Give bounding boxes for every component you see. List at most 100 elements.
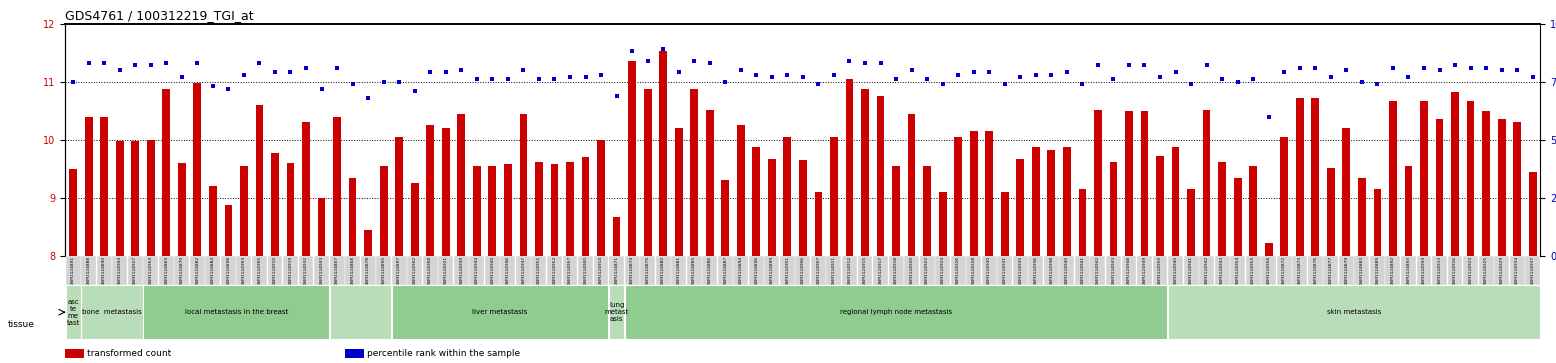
Text: GSM1124908: GSM1124908 (428, 256, 433, 285)
Point (1380, 65, 1405, 71)
Text: GSM1124948: GSM1124948 (1127, 256, 1131, 285)
Bar (954, 137, 962, 256)
Point (1133, 62, 1158, 68)
Text: GSM1124925: GSM1124925 (1484, 256, 1488, 285)
Text: GSM1124926: GSM1124926 (957, 256, 960, 285)
Point (1162, 69, 1187, 75)
Point (1442, 62, 1467, 68)
Text: GSM1124881: GSM1124881 (677, 256, 680, 285)
Bar (423, 256, 437, 285)
Text: GSM1124919: GSM1124919 (288, 256, 293, 285)
Point (1071, 81, 1095, 87)
Point (263, 69, 288, 75)
Bar (733, 256, 748, 285)
Bar (411, 183, 419, 256)
Text: GSM1124907: GSM1124907 (817, 256, 820, 285)
Bar (985, 131, 993, 256)
Point (541, 77, 566, 82)
Bar (1234, 178, 1242, 256)
Point (962, 69, 987, 75)
Bar (1029, 256, 1043, 285)
Text: GSM1124879: GSM1124879 (1344, 256, 1349, 285)
Bar (1078, 189, 1086, 256)
Text: GSM1124921: GSM1124921 (443, 256, 448, 285)
Bar (706, 110, 714, 256)
Bar (100, 117, 107, 256)
Text: GSM1124952: GSM1124952 (552, 256, 557, 285)
Bar (892, 166, 899, 256)
Text: GSM1124930: GSM1124930 (987, 256, 991, 285)
Bar (1125, 111, 1133, 256)
Point (419, 69, 443, 75)
Point (433, 69, 457, 75)
Bar (982, 256, 997, 285)
Point (526, 77, 551, 82)
Bar (1312, 98, 1319, 256)
Bar (1122, 256, 1136, 285)
Point (1520, 74, 1545, 80)
Point (294, 65, 319, 71)
Bar (579, 256, 593, 285)
Bar (345, 256, 359, 285)
Text: GSM1124880: GSM1124880 (661, 256, 664, 285)
Bar (1358, 178, 1366, 256)
Bar (1137, 256, 1151, 285)
Text: GSM1124942: GSM1124942 (1095, 256, 1100, 285)
Text: GSM1124884: GSM1124884 (212, 256, 215, 285)
Text: GDS4761 / 100312219_TGI_at: GDS4761 / 100312219_TGI_at (65, 9, 254, 23)
Bar (1203, 110, 1211, 256)
Bar (800, 160, 806, 256)
Point (588, 72, 613, 78)
Bar (1016, 159, 1024, 256)
Bar (784, 137, 792, 256)
Text: GSM1124885: GSM1124885 (692, 256, 696, 285)
Bar (442, 128, 450, 256)
Bar (857, 256, 873, 285)
Text: GSM1124903: GSM1124903 (241, 256, 246, 285)
Bar (593, 256, 608, 285)
Point (977, 69, 1002, 75)
Text: GSM1124871: GSM1124871 (615, 256, 619, 285)
Point (170, 74, 194, 80)
Bar (330, 285, 391, 339)
Text: GSM1124927: GSM1124927 (134, 256, 137, 285)
Text: GSM1124944: GSM1124944 (475, 256, 479, 285)
Bar (426, 125, 434, 256)
Bar (966, 256, 982, 285)
Text: GSM1124945: GSM1124945 (490, 256, 495, 285)
Bar (146, 140, 154, 256)
Bar (1091, 256, 1105, 285)
Bar (1530, 172, 1537, 256)
Text: GSM1124938: GSM1124938 (1049, 256, 1053, 285)
Bar (1416, 256, 1432, 285)
Bar (888, 256, 904, 285)
Bar (923, 166, 930, 256)
Point (403, 88, 428, 94)
Bar (1094, 110, 1102, 256)
Point (650, 46, 675, 52)
Bar (951, 256, 966, 285)
Point (915, 77, 940, 82)
Bar (1184, 256, 1198, 285)
Point (775, 72, 800, 78)
Bar (563, 256, 577, 285)
Bar (205, 256, 221, 285)
Bar (624, 256, 640, 285)
Bar (1044, 256, 1058, 285)
Text: GSM1124946: GSM1124946 (506, 256, 510, 285)
Text: GSM1124912: GSM1124912 (848, 256, 851, 285)
Point (744, 72, 769, 78)
Point (1178, 81, 1203, 87)
Text: GSM1124890: GSM1124890 (103, 256, 106, 285)
Bar (1400, 256, 1416, 285)
Text: GSM1124875: GSM1124875 (646, 256, 649, 285)
Point (1427, 67, 1452, 73)
Bar (520, 114, 527, 256)
Bar (1509, 256, 1525, 285)
Bar (997, 256, 1013, 285)
Point (1287, 65, 1312, 71)
Text: GSM1124924: GSM1124924 (941, 256, 944, 285)
Text: GSM1124933: GSM1124933 (319, 256, 324, 285)
Bar (84, 117, 92, 256)
Point (682, 58, 706, 64)
